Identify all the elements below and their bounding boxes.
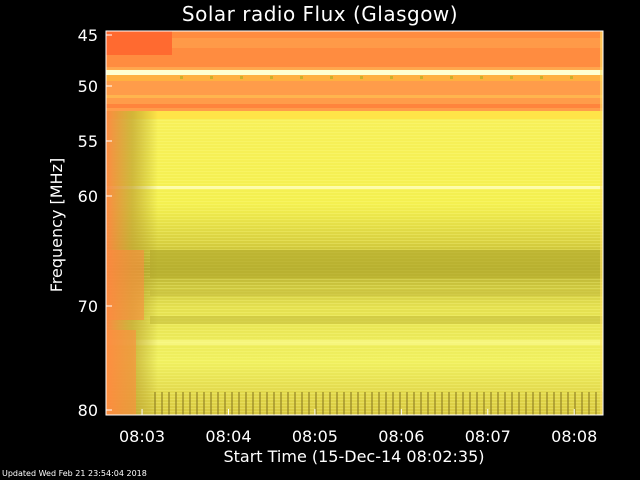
y-tick-label: 50 [78,77,98,96]
y-axis-label: Frequency [MHz] [47,158,66,292]
chart-title: Solar radio Flux (Glasgow) [181,2,459,26]
x-tick-label: 08:04 [205,427,251,446]
y-tick-label: 55 [78,132,98,151]
y-tick-label: 45 [78,26,98,45]
x-tick-label: 08:05 [292,427,338,446]
y-tick-label: 60 [78,187,98,206]
update-timestamp: Updated Wed Feb 21 23:54:04 2018 [2,469,147,478]
x-tick-label: 08:06 [378,427,424,446]
y-tick-label: 80 [78,401,98,420]
x-axis-label: Start Time (15-Dec-14 08:02:35) [223,447,484,466]
x-axis-ticks: 08:03 08:04 08:05 08:06 08:07 08:08 [119,409,597,446]
y-axis-ticks: 45 50 55 60 70 80 [78,26,112,420]
x-tick-label: 08:03 [119,427,165,446]
x-tick-label: 08:07 [465,427,511,446]
plot-frame [105,30,604,416]
spectrogram-image [106,31,603,415]
y-tick-label: 70 [78,297,98,316]
x-tick-label: 08:08 [551,427,597,446]
